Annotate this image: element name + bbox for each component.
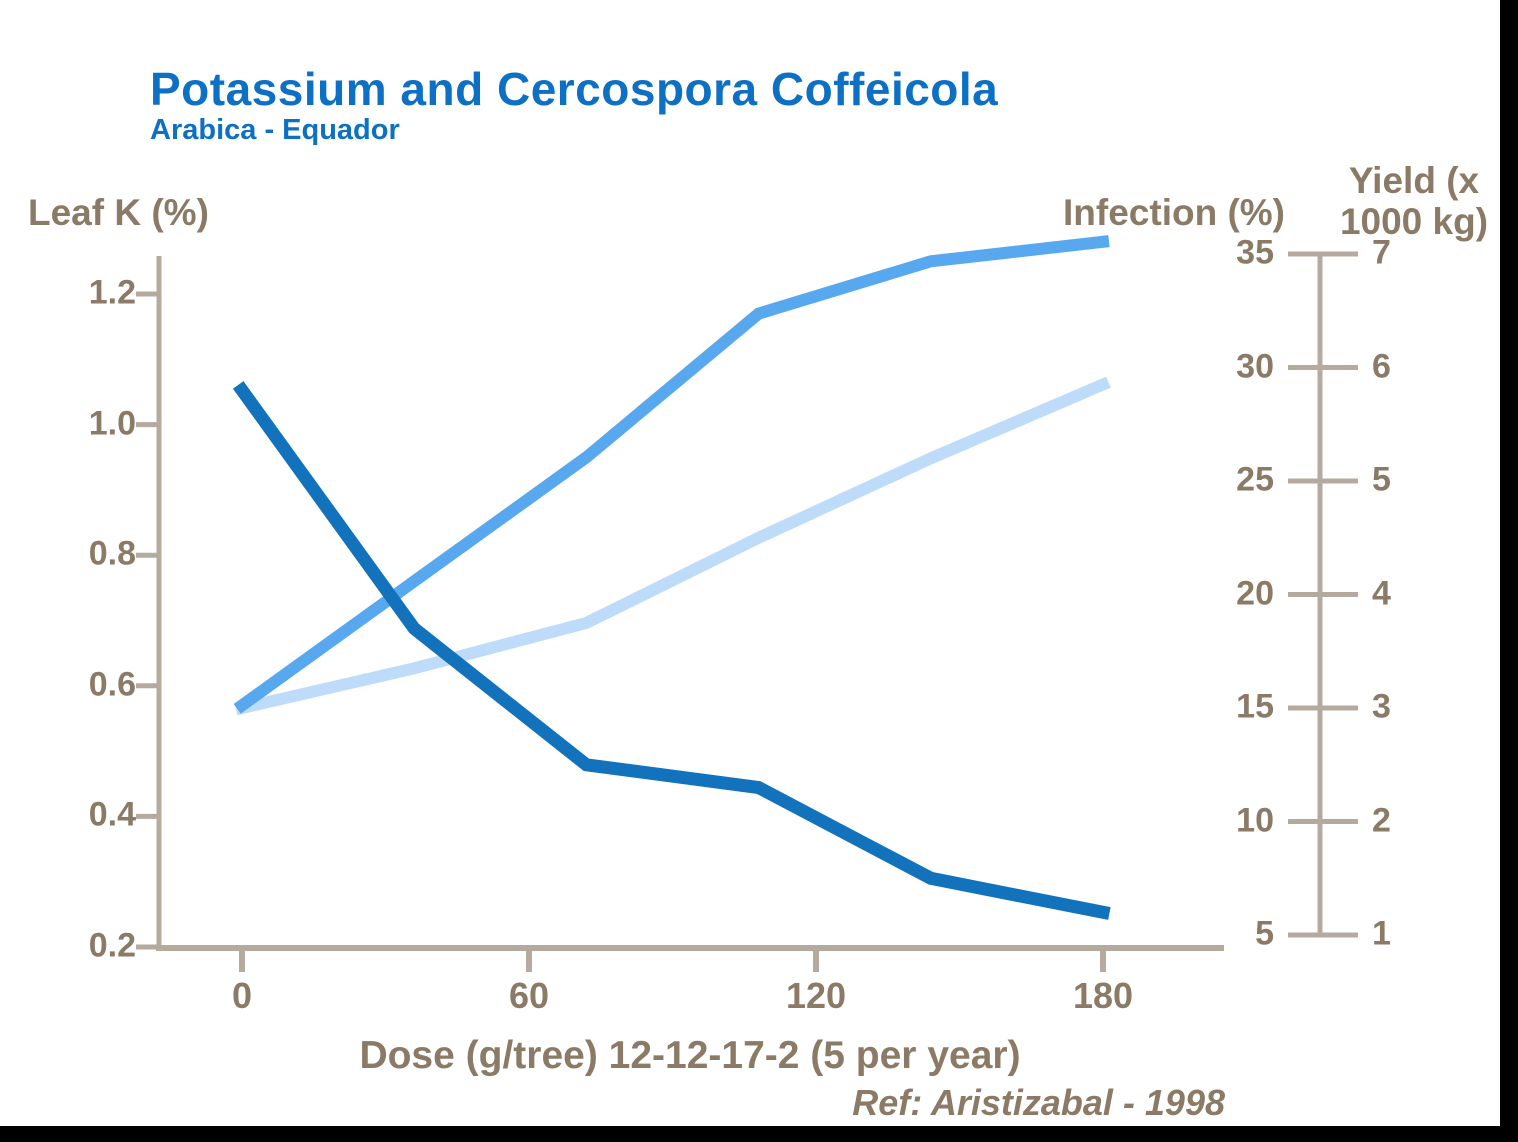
- infection-axis-tick-label: 20: [1236, 574, 1274, 613]
- yield-axis-title-line1: Yield (x: [1348, 160, 1480, 201]
- yield-axis-tick-label: 7: [1372, 233, 1391, 272]
- left-axis-title: Leaf K (%): [28, 192, 209, 233]
- left-axis-tick-label: 1.0: [88, 404, 136, 443]
- infection-axis-tick-label: 5: [1255, 914, 1274, 953]
- right-border-bar: [1500, 0, 1518, 1142]
- yield-axis-tick-label: 2: [1372, 801, 1391, 840]
- page-title: Potassium and Cercospora Coffeicola: [150, 63, 999, 115]
- page-subtitle: Arabica - Equador: [150, 114, 400, 146]
- yield-axis-tick-label: 4: [1372, 574, 1391, 613]
- x-axis-tick-label: 60: [508, 975, 550, 1016]
- yield-axis-tick-label: 3: [1372, 687, 1391, 726]
- infection-axis-tick-label: 35: [1236, 233, 1274, 272]
- x-axis-tick-label: 120: [785, 975, 847, 1016]
- reference-note: Ref: Aristizabal - 1998: [852, 1082, 1225, 1123]
- infection-line: [232, 381, 1111, 920]
- left-axis-tick-label: 0.4: [88, 796, 136, 835]
- left-axis-tick-label: 0.2: [88, 926, 136, 965]
- yield-axis-tick-label: 5: [1372, 460, 1391, 499]
- yield-axis-tick-label: 1: [1372, 914, 1391, 953]
- x-axis-tick-label: 0: [231, 975, 253, 1016]
- infection-axis-tick-label: 10: [1236, 801, 1274, 840]
- x-axis-tick-label: 180: [1072, 975, 1134, 1016]
- infection-axis-tick-label: 25: [1236, 460, 1274, 499]
- infection-axis-tick-label: 30: [1236, 347, 1274, 386]
- left-axis-tick-label: 0.8: [88, 534, 136, 573]
- leaf-k-line: [233, 235, 1110, 714]
- x-axis-title: Dose (g/tree) 12-12-17-2 (5 per year): [359, 1034, 1021, 1077]
- yield-line: [234, 376, 1111, 716]
- yield-axis-tick-label: 6: [1372, 347, 1391, 386]
- yield-axis-title: Yield (x 1000 kg): [1330, 160, 1498, 243]
- yield-axis-title-line2: 1000 kg): [1339, 201, 1489, 243]
- infection-axis-title: Infection (%): [1063, 192, 1285, 233]
- bottom-border-bar: [0, 1126, 1518, 1142]
- left-axis-tick-label: 0.6: [88, 665, 136, 704]
- infection-axis-tick-label: 15: [1236, 687, 1274, 726]
- left-axis-tick-label: 1.2: [88, 273, 136, 312]
